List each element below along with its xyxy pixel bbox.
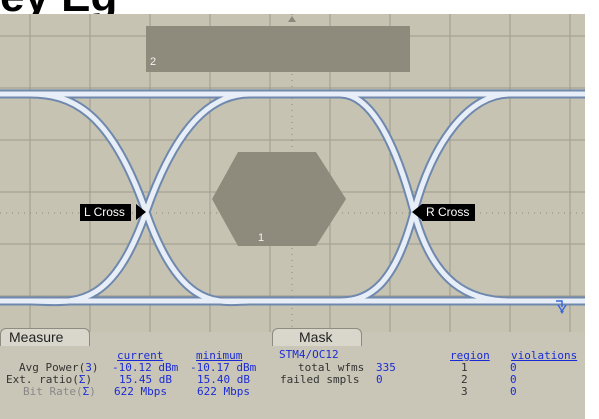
measurement-panel: Measure Mask current minimum Avg Power(3… [0, 328, 585, 419]
bit-rate-label: Bit Rate(Σ) [23, 385, 96, 398]
arrow-down-icon [560, 311, 564, 314]
total-wfms-value: 335 [376, 361, 396, 374]
avg-power-label: Avg Power(3) [19, 361, 99, 374]
total-wfms-label: total wfms [298, 361, 365, 374]
l-cross-pointer [136, 204, 146, 220]
col-region: region [450, 349, 490, 362]
ext-ratio-current: 15.45 dB [119, 373, 172, 386]
mask-region-1 [212, 152, 346, 246]
col-violations: violations [511, 349, 578, 362]
tab-mask-label: Mask [299, 329, 333, 345]
scope-display[interactable]: 2 1 L Cross R Cross [0, 14, 590, 344]
bit-rate-current: 622 Mbps [114, 385, 167, 398]
violations-row-3: 0 [510, 385, 517, 398]
r-cross-label: R Cross [426, 205, 470, 219]
col-current: current [117, 349, 164, 362]
tab-measure-label: Measure [9, 329, 64, 345]
r-cross-pointer [412, 204, 422, 220]
ext-ratio-label: Ext. ratio(Σ) [6, 373, 93, 386]
trigger-marker-top [288, 16, 296, 22]
col-minimum: minimum [196, 349, 243, 362]
eye-diagram [0, 14, 590, 344]
violations-row-2: 0 [510, 373, 517, 386]
avg-power-current: -10.12 dBm [112, 361, 179, 374]
tab-mask[interactable]: Mask [272, 328, 362, 346]
region-row-1: 1 [461, 361, 468, 374]
mask-region-2 [146, 26, 410, 72]
failed-smpls-value: 0 [376, 373, 383, 386]
l-cross-label: L Cross [84, 205, 125, 219]
bit-rate-minimum: 622 Mbps [197, 385, 250, 398]
ext-ratio-minimum: 15.40 dB [197, 373, 250, 386]
mask-region-1-label: 1 [258, 232, 265, 244]
l-cross-marker[interactable]: L Cross [80, 204, 131, 221]
failed-smpls-label: failed smpls [280, 373, 360, 386]
avg-power-minimum: -10.17 dBm [190, 361, 257, 374]
tab-measure[interactable]: Measure [0, 328, 90, 346]
eye-traces [0, 89, 590, 307]
mask-region-2-label: 2 [150, 56, 157, 68]
r-cross-marker[interactable]: R Cross [422, 204, 476, 221]
mask-standard: STM4/OC12 [279, 348, 339, 361]
region-row-3: 3 [461, 385, 468, 398]
violations-row-1: 0 [510, 361, 517, 374]
region-row-2: 2 [461, 373, 468, 386]
